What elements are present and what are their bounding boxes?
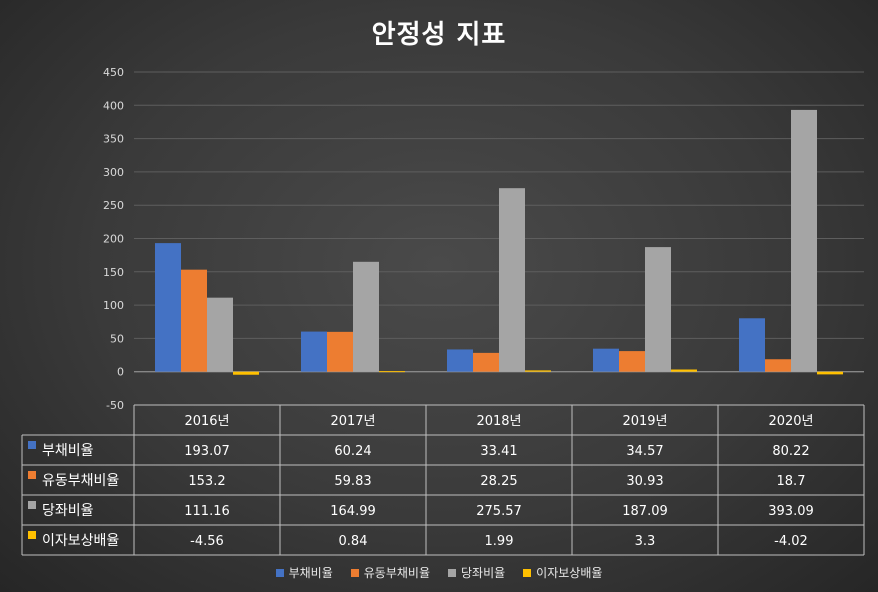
series-label: 당좌비율: [42, 503, 94, 519]
category-label: 2018년: [476, 414, 521, 429]
data-label: 59.83: [334, 474, 371, 489]
y-tick-label: 0: [117, 366, 124, 379]
legend-key: [28, 471, 36, 479]
y-tick-label: 150: [103, 266, 124, 279]
y-tick-label: 300: [103, 166, 124, 179]
data-label: 30.93: [626, 474, 663, 489]
chart-title: 안정성 지표: [371, 20, 507, 50]
data-label: 34.57: [626, 444, 663, 459]
bar: [671, 369, 697, 372]
series-label: 유동부채비율: [42, 473, 119, 489]
legend-swatch: [523, 568, 532, 577]
y-tick-label: 200: [103, 233, 124, 246]
legend-item: 이자보상배율: [523, 564, 602, 581]
data-label: 275.57: [476, 504, 522, 519]
legend-item: 당좌비율: [448, 564, 505, 581]
y-tick-label: 50: [110, 332, 124, 345]
data-label: 187.09: [622, 504, 668, 519]
category-label: 2017년: [330, 414, 375, 429]
category-label: 2019년: [622, 414, 667, 429]
bar: [181, 269, 207, 372]
y-tick-label: 250: [103, 199, 124, 212]
bar: [817, 371, 843, 375]
y-tick-label: 350: [103, 133, 124, 146]
legend: 부채비율 유동부채비율 당좌비율 이자보상배율: [0, 564, 878, 581]
category-label: 2020년: [768, 414, 813, 429]
legend-key: [28, 531, 36, 539]
legend-swatch: [275, 568, 284, 577]
data-label: 153.2: [188, 474, 225, 489]
data-label: 193.07: [184, 444, 230, 459]
bar: [473, 352, 499, 372]
legend-item: 부채비율: [275, 564, 333, 581]
series-label: 이자보상배율: [42, 533, 119, 549]
legend-item: 유동부채비율: [350, 564, 430, 581]
data-label: -4.56: [190, 534, 224, 549]
data-label: 60.24: [334, 444, 371, 459]
data-label: 33.41: [480, 444, 517, 459]
data-label: 80.22: [772, 444, 809, 459]
category-label: 2016년: [184, 414, 229, 429]
bar: [447, 349, 473, 372]
data-label: 18.7: [777, 474, 806, 489]
bar: [301, 331, 327, 372]
bar: [327, 331, 353, 372]
bar: [765, 359, 791, 372]
data-label: 393.09: [768, 504, 814, 519]
data-label: -4.02: [774, 534, 808, 549]
legend-label: 당좌비율: [461, 566, 506, 580]
bar: [619, 351, 645, 372]
legend-key: [28, 441, 36, 449]
data-label: 1.99: [485, 534, 514, 549]
legend-label: 부채비율: [288, 566, 333, 580]
data-label: 3.3: [635, 534, 656, 549]
bar: [499, 188, 525, 372]
data-label: 28.25: [480, 474, 517, 489]
bar: [233, 371, 259, 375]
bar: [791, 109, 817, 372]
bar: [353, 261, 379, 372]
legend-swatch: [448, 568, 456, 577]
bar: [207, 297, 233, 372]
bar: [379, 371, 405, 373]
bar: [645, 247, 671, 372]
y-tick-label: 450: [103, 66, 124, 79]
data-label: 164.99: [330, 504, 376, 519]
bar: [155, 243, 181, 372]
legend-label: 유동부채비율: [363, 566, 430, 580]
legend-key: [28, 501, 36, 509]
bar: [525, 370, 551, 372]
data-label: 111.16: [184, 504, 230, 519]
series-label: 부채비율: [42, 443, 94, 459]
data-label: 0.84: [339, 534, 368, 549]
bar: [739, 318, 765, 372]
legend-swatch: [350, 568, 359, 577]
bar: [593, 348, 619, 372]
y-tick-label: 400: [103, 99, 124, 112]
y-tick-label: -50: [106, 399, 124, 412]
y-tick-label: 100: [103, 299, 124, 312]
legend-label: 이자보상배율: [536, 566, 603, 580]
